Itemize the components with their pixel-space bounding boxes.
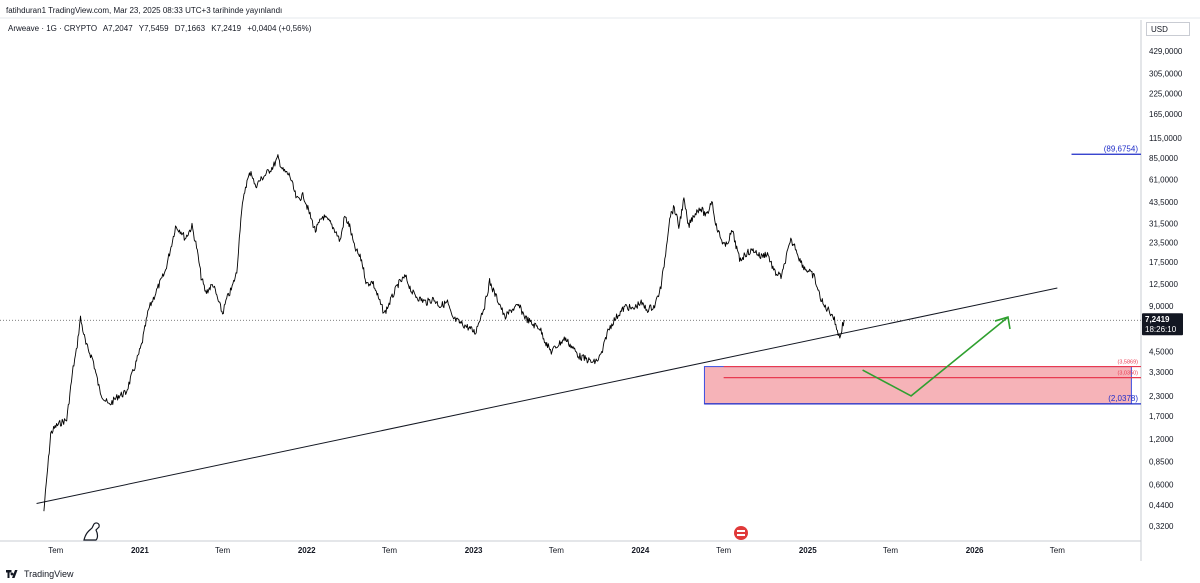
trendline[interactable] (36, 287, 1058, 505)
y-tick-label: 305,0000 (1149, 70, 1183, 79)
y-tick-label: 0,3200 (1149, 522, 1174, 531)
x-tick-label: 2026 (966, 546, 984, 555)
dinosaur-icon (83, 522, 100, 541)
y-tick-label: 1,7000 (1149, 412, 1174, 421)
y-tick-label: 0,6000 (1149, 481, 1174, 490)
ohlc-close: K7,2419 (211, 24, 242, 33)
last-price-badge (1142, 313, 1183, 336)
y-tick-label: 17,5000 (1149, 258, 1178, 267)
y-tick-label: 23,5000 (1149, 239, 1178, 248)
x-tick-label: 2023 (465, 546, 483, 555)
x-tick-label: Tem (215, 546, 230, 555)
x-tick-label: Tem (716, 546, 731, 555)
projection-arrowhead (994, 316, 1011, 330)
bar-countdown: 18:26:10 (1145, 325, 1177, 334)
flag-stripe-icon (737, 534, 745, 536)
x-tick-label: 2024 (632, 546, 650, 555)
x-tick-label: Tem (382, 546, 397, 555)
y-tick-label: 31,5000 (1149, 219, 1178, 228)
y-tick-label: 0,4400 (1149, 501, 1174, 510)
level-label: (3,5869) (1118, 360, 1139, 366)
price-change: +0,0404 (+0,56%) (247, 24, 312, 33)
y-tick-label: 4,5000 (1149, 348, 1174, 357)
tradingview-footer: TradingView (6, 569, 74, 579)
x-tick-label: Tem (883, 546, 898, 555)
currency-selector[interactable]: USD (1146, 22, 1190, 36)
flag-stripe-icon (737, 530, 745, 532)
x-tick-label: Tem (549, 546, 564, 555)
y-tick-label: 225,0000 (1149, 90, 1183, 99)
ohlc-open: A7,2047 (102, 24, 133, 33)
footer-brand: TradingView (24, 569, 74, 579)
projection-arrow[interactable] (862, 316, 1009, 397)
y-tick-label: 429,0000 (1149, 47, 1183, 56)
y-tick-label: 3,3000 (1149, 368, 1174, 377)
level-label: (89,6754) (1104, 144, 1139, 153)
y-tick-label: 85,0000 (1149, 154, 1178, 163)
y-tick-label: 2,3000 (1149, 392, 1174, 401)
y-tick-label: 115,0000 (1149, 134, 1182, 143)
y-tick-label: 61,0000 (1149, 176, 1178, 185)
x-tick-label: 2021 (131, 546, 149, 555)
y-tick-label: 1,2000 (1149, 435, 1174, 444)
ohlc-high: Y7,5459 (138, 24, 169, 33)
x-tick-label: Tem (1050, 546, 1065, 555)
y-tick-label: 165,0000 (1149, 110, 1183, 119)
x-tick-label: Tem (48, 546, 63, 555)
target-zone[interactable] (703, 366, 1132, 405)
us-flag-event-icon[interactable] (734, 526, 748, 540)
tradingview-logo-icon (6, 570, 18, 578)
price-series (43, 154, 846, 512)
y-tick-label: 9,0000 (1149, 302, 1174, 311)
publish-info: fatihduran1 TradingView.com, Mar 23, 202… (6, 6, 283, 15)
y-tick-label: 43,5000 (1149, 198, 1178, 207)
level-label: (2,0378) (1108, 394, 1138, 403)
symbol-legend: Arweave · 1G · CRYPTO A7,2047 Y7,5459 D7… (8, 24, 315, 33)
y-tick-label: 12,5000 (1149, 280, 1178, 289)
x-tick-label: 2022 (298, 546, 316, 555)
last-price-value: 7,2419 (1145, 315, 1170, 324)
x-tick-label: 2025 (799, 546, 817, 555)
ohlc-low: D7,1663 (174, 24, 206, 33)
y-tick-label: 0,8500 (1149, 458, 1174, 467)
level-label: (3,0350) (1118, 371, 1139, 377)
symbol-name[interactable]: Arweave · 1G · CRYPTO (8, 24, 98, 33)
